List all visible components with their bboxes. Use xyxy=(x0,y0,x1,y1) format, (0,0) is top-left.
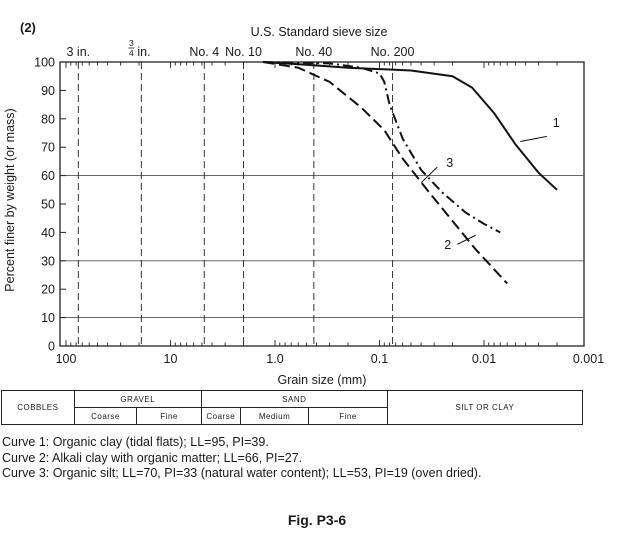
sieve-label: No. 4 xyxy=(189,45,219,59)
curve-label-leaders: 1 2 3 xyxy=(420,116,560,252)
sand-coarse-cell: Coarse xyxy=(200,407,241,425)
x-axis: 100 10 1.0 0.1 0.01 0.001 xyxy=(56,62,604,366)
curve-label-1: 1 xyxy=(553,116,560,130)
cobbles-cell: COBBLES xyxy=(1,390,75,425)
curve-leader-3 xyxy=(420,166,438,184)
y-tick-label: 10 xyxy=(41,311,55,325)
y-tick-label: 30 xyxy=(41,254,55,268)
sand-cell: SAND xyxy=(200,390,388,408)
y-tick-label: 40 xyxy=(41,226,55,240)
y-tick-label: 70 xyxy=(41,141,55,155)
y-tick-label: 100 xyxy=(34,56,55,70)
x-tick-label: 10 xyxy=(164,352,178,366)
figure-number: (2) xyxy=(20,20,36,35)
y-tick-label: 50 xyxy=(41,198,55,212)
sand-medium-cell: Medium xyxy=(239,407,310,425)
x-axis-title: Grain size (mm) xyxy=(278,373,367,387)
y-axis-title: Percent finer by weight (or mass) xyxy=(3,108,17,291)
sieve-label: No. 40 xyxy=(295,45,332,59)
silt-clay-cell: SILT OR CLAY xyxy=(386,390,584,425)
curve-leader-1 xyxy=(520,135,548,143)
gravel-coarse-cell: Coarse xyxy=(73,407,138,425)
gravel-cell: GRAVEL xyxy=(73,390,202,408)
x-tick-label: 0.01 xyxy=(472,352,496,366)
y-tick-label: 60 xyxy=(41,169,55,183)
caption-curve-3: Curve 3: Organic silt; LL=70, PI=33 (nat… xyxy=(2,466,482,480)
series-curve-2 xyxy=(262,61,508,285)
curve-leader-2 xyxy=(457,234,476,245)
x-tick-label: 0.1 xyxy=(371,352,388,366)
sieve-label-fraction-den: 4 xyxy=(129,48,134,58)
y-tick-label: 0 xyxy=(48,340,55,354)
curve-label-3: 3 xyxy=(446,156,453,170)
soil-classification-bar: COBBLES GRAVEL SAND SILT OR CLAY Coarse … xyxy=(1,390,584,425)
figure-label: Fig. P3-6 xyxy=(287,512,347,528)
y-tick-label: 80 xyxy=(41,112,55,126)
gravel-fine-cell: Fine xyxy=(136,407,202,425)
x-tick-label: 1.0 xyxy=(266,352,283,366)
plot-frame xyxy=(59,61,585,347)
series-layer xyxy=(262,61,558,285)
caption-curve-1: Curve 1: Organic clay (tidal flats); LL=… xyxy=(2,435,269,449)
sieve-label: in. xyxy=(137,45,150,59)
sieve-labels: 3 in. 34 in. No. 4 No. 10 No. 40 No. 200 xyxy=(67,38,415,59)
x-tick-label: 0.001 xyxy=(573,352,604,366)
curve-label-2: 2 xyxy=(444,238,451,252)
y-tick-label: 90 xyxy=(41,84,55,98)
y-axis: 0 10 20 30 40 50 60 70 80 90 100 xyxy=(34,56,66,354)
y-tick-label: 20 xyxy=(41,283,55,297)
sand-fine-cell: Fine xyxy=(308,407,388,425)
curve-captions: Curve 1: Organic clay (tidal flats); LL=… xyxy=(2,435,481,482)
sieve-label: No. 10 xyxy=(225,45,262,59)
series-curve-1 xyxy=(263,61,558,191)
sieve-label: 3 in. xyxy=(67,45,91,59)
plot-area xyxy=(59,61,585,347)
sieve-label-fraction-num: 3 xyxy=(129,38,134,48)
caption-curve-2: Curve 2: Alkali clay with organic matter… xyxy=(2,450,303,465)
top-axis-title: U.S. Standard sieve size xyxy=(251,25,388,39)
sieve-label: No. 200 xyxy=(371,45,415,59)
series-curve-3 xyxy=(263,61,501,234)
x-tick-label: 100 xyxy=(56,352,77,366)
